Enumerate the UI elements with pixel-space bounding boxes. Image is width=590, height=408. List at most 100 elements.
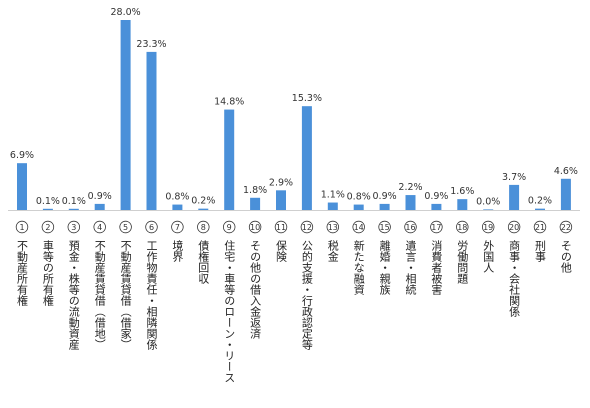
- category-number-circle: [222, 220, 236, 234]
- category-label: 遺言・相続: [404, 239, 417, 295]
- category-label: 労働問題: [456, 239, 469, 285]
- category-number-circle: [482, 220, 495, 234]
- category-label: その他の借入金返済: [249, 240, 262, 339]
- category-label: 新たな融資: [352, 239, 365, 295]
- bar: [431, 203, 442, 210]
- category-label: 預金・株等の流動資産: [67, 240, 80, 351]
- bar: [94, 203, 105, 210]
- bar: [327, 202, 338, 210]
- data-label: 1.1%: [321, 190, 345, 201]
- bars-group: [17, 20, 571, 211]
- category-number: 12: [302, 223, 312, 232]
- data-label: 0.9%: [424, 191, 448, 202]
- category-number: 7: [175, 223, 180, 232]
- category-number: 6: [149, 223, 154, 232]
- category-label: 住宅・車等のローン・リース: [223, 239, 236, 383]
- data-label: 4.6%: [554, 166, 578, 177]
- bar: [483, 209, 494, 210]
- category-number-circle: [326, 220, 340, 234]
- data-label: 14.8%: [214, 97, 244, 108]
- category-number: 9: [227, 223, 232, 232]
- category-number: 2: [45, 223, 50, 232]
- category-label: 保険: [275, 239, 288, 263]
- category-label: 外国人: [482, 240, 495, 273]
- bar: [405, 195, 416, 210]
- bar: [379, 203, 390, 210]
- category-label: 離婚・親族: [378, 239, 391, 295]
- category-number-circle: [533, 220, 547, 234]
- category-number: 15: [380, 223, 390, 232]
- category-number-circle: [352, 220, 365, 234]
- category-number: 3: [71, 223, 76, 232]
- bar: [353, 204, 364, 210]
- data-label: 23.3%: [136, 39, 166, 50]
- bar: [457, 199, 468, 210]
- category-number-circle: [300, 220, 314, 234]
- bar: [250, 197, 261, 210]
- data-label: 0.9%: [88, 191, 112, 202]
- bar: [276, 190, 286, 210]
- data-label: 0.8%: [347, 192, 371, 203]
- data-label: 0.2%: [528, 196, 552, 207]
- data-label: 0.0%: [476, 196, 500, 207]
- category-number: 21: [535, 223, 545, 232]
- category-label: 境界: [171, 239, 184, 263]
- category-label: 商事・会社関係: [508, 239, 521, 318]
- data-label: 1.8%: [243, 185, 267, 196]
- bar: [146, 51, 157, 211]
- bar: [224, 109, 235, 210]
- bar: [198, 208, 209, 210]
- category-number-circle: [378, 220, 391, 234]
- category-number-circle: [145, 220, 158, 234]
- category-label: 消費者被害: [430, 239, 443, 296]
- category-label: 刑事: [534, 240, 547, 262]
- category-number-circle: [171, 220, 184, 234]
- data-label: 0.2%: [191, 196, 215, 207]
- bar: [42, 208, 53, 210]
- category-number-circle: [404, 220, 417, 234]
- category-label: 不動産賃貸借（借地）: [93, 240, 106, 350]
- category-number: 5: [123, 223, 128, 232]
- bar: [17, 163, 27, 210]
- bar: [301, 106, 312, 210]
- category-number-circle: [119, 220, 132, 234]
- category-label: 工作物責任・相隣関係: [145, 240, 158, 351]
- category-number-circle: [41, 220, 55, 234]
- category-number-circle: [248, 220, 262, 234]
- data-label: 0.1%: [62, 196, 86, 207]
- data-label: 2.9%: [269, 177, 293, 188]
- category-number: 20: [509, 223, 519, 232]
- category-label: その他: [559, 240, 572, 273]
- category-number-circle: [274, 220, 288, 234]
- value-labels-group: 6.9%0.1% 0.1% 0.9%28.0%23.3%0.8% 0.2%14.8%1…: [10, 7, 578, 207]
- bar: [68, 208, 79, 210]
- category-number: 11: [276, 223, 286, 232]
- category-number-circle: [430, 220, 443, 234]
- category-label: 不動産所有権: [16, 240, 29, 307]
- category-label: 車等の所有権: [41, 239, 54, 307]
- category-number: 13: [328, 223, 338, 232]
- category-number: 22: [561, 223, 571, 232]
- data-label: 1.6%: [450, 186, 474, 197]
- data-label: 0.1%: [36, 196, 60, 207]
- category-number-circle: [559, 220, 573, 234]
- category-label: 公的支援・行政認定等: [300, 240, 313, 350]
- category-number: 19: [483, 223, 493, 232]
- bar: [172, 204, 183, 210]
- category-number: 8: [201, 223, 206, 232]
- category-label: 不動産賃貸借（借家）: [119, 240, 132, 350]
- category-number-circle: [93, 220, 106, 234]
- category-number: 1: [19, 223, 24, 232]
- category-number-circle: [197, 220, 210, 234]
- category-number: 18: [457, 223, 467, 232]
- data-label: 2.2%: [398, 182, 422, 193]
- category-labels-group: 1 不動産所有権 2 車等の所有権 3 預金・株等の流動資産 4 不動産賃貸借（借地） 5 不動産…: [16, 220, 573, 383]
- data-label: 6.9%: [10, 150, 34, 161]
- data-label: 3.7%: [502, 172, 526, 183]
- data-label: 0.8%: [165, 192, 189, 203]
- category-number-circle: [67, 220, 81, 234]
- bar: [560, 178, 571, 210]
- category-number: 16: [405, 223, 415, 232]
- category-label: 債権回収: [197, 239, 210, 285]
